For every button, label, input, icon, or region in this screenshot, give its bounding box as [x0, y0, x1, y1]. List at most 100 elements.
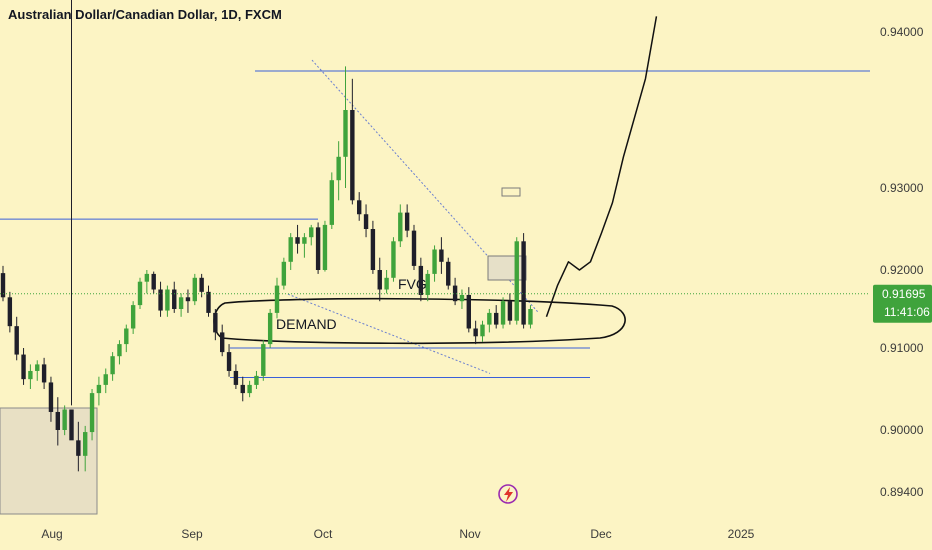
candle-body: [103, 374, 108, 385]
candle-body: [452, 285, 458, 302]
range-box: [0, 407, 98, 515]
candle-body: [83, 432, 88, 456]
candle-body: [62, 409, 67, 430]
candle-body: [473, 328, 478, 337]
candle-body: [21, 354, 26, 380]
candle-body: [521, 241, 526, 325]
demand-label: DEMAND: [276, 316, 337, 332]
candle-body: [357, 200, 362, 215]
small-box: [501, 187, 521, 197]
wedge-lower-line: [287, 293, 491, 374]
candle-body: [267, 312, 273, 345]
candle-body: [398, 212, 403, 242]
current-price-value: 0.91695: [882, 287, 926, 301]
chart-title: Australian Dollar/Canadian Dollar, 1D, F…: [8, 7, 282, 22]
fvg-box: [487, 255, 527, 281]
candle-body: [281, 261, 287, 286]
candle-body: [391, 241, 396, 278]
candle-body: [363, 214, 369, 229]
candle-body: [302, 237, 307, 244]
candle-body: [418, 265, 424, 295]
candle-body: [309, 227, 314, 238]
candle-body: [343, 110, 348, 157]
candle-body: [247, 384, 252, 394]
projection-path: [545, 16, 658, 318]
time-tick-label: Oct: [314, 527, 333, 541]
candle-body: [158, 289, 163, 311]
candle-body: [350, 110, 355, 201]
candle-body: [206, 291, 211, 313]
candle-body: [439, 249, 444, 262]
candle-body: [466, 294, 471, 329]
candle-body: [172, 289, 177, 309]
candle-body: [151, 273, 156, 290]
candle-body: [487, 312, 492, 325]
candle-body: [48, 382, 54, 412]
candle-body: [274, 285, 280, 313]
candle-body: [254, 375, 259, 385]
candle-body: [514, 241, 519, 321]
candle-body: [261, 344, 266, 376]
lightning-bolt-icon[interactable]: [498, 484, 518, 504]
candle-body: [89, 393, 95, 433]
candle-body: [7, 297, 13, 327]
candle-body: [507, 301, 513, 321]
price-tick-label: 0.93000: [880, 181, 924, 195]
price-tick-label: 0.92000: [880, 263, 924, 277]
bar-countdown: 11:41:06: [884, 305, 930, 319]
candle-body: [124, 328, 129, 345]
candle-body: [528, 309, 533, 325]
price-tick-label: 0.88800: [880, 0, 924, 3]
candle-body: [370, 229, 376, 270]
candle-body: [144, 273, 150, 282]
time-tick-label: Dec: [590, 527, 611, 541]
candle-body: [404, 212, 410, 231]
candle-body: [130, 305, 136, 329]
time-tick-label: Nov: [459, 527, 480, 541]
candle-body: [213, 312, 218, 333]
candle-body: [117, 344, 122, 357]
candle-body: [96, 384, 102, 394]
candle-body: [110, 356, 115, 375]
candle-body: [41, 364, 47, 383]
candle-body: [14, 326, 19, 355]
time-tick-label: 2025: [728, 527, 755, 541]
candle-body: [322, 224, 328, 270]
candle-body: [137, 281, 143, 306]
candle-body: [192, 277, 197, 302]
candle-body: [165, 289, 170, 311]
candle-body: [288, 237, 293, 262]
candle-body: [480, 324, 485, 337]
price-tick-label: 0.91000: [880, 341, 924, 355]
candle-body: [295, 237, 300, 244]
candle-body: [459, 294, 465, 302]
candle-body: [28, 370, 33, 380]
candle-body: [240, 384, 245, 394]
candle-body: [220, 332, 225, 353]
candle-body: [329, 180, 334, 225]
candle-body: [432, 249, 437, 274]
candle-body: [446, 261, 451, 286]
candle-body: [226, 352, 232, 371]
time-tick-label: Sep: [181, 527, 203, 541]
candle-body: [315, 227, 321, 270]
time-tick-label: Aug: [41, 527, 62, 541]
candle-body: [494, 312, 499, 325]
wedge-upper-line: [311, 59, 539, 313]
candle-body: [384, 277, 389, 290]
current-price-tag: [873, 284, 932, 323]
candle-body: [500, 301, 506, 325]
price-tick-label: 0.94000: [880, 25, 924, 39]
candle-body: [336, 156, 341, 181]
candle-body: [178, 297, 184, 309]
candle-body: [55, 411, 60, 430]
price-tick-label: 0.88300: [880, 0, 924, 3]
candle-body: [199, 277, 204, 292]
candle-body: [233, 370, 239, 385]
candle-body: [0, 273, 6, 298]
price-tick-label: 0.90000: [880, 423, 924, 437]
candle-body: [425, 273, 430, 295]
candle-body: [76, 440, 81, 456]
